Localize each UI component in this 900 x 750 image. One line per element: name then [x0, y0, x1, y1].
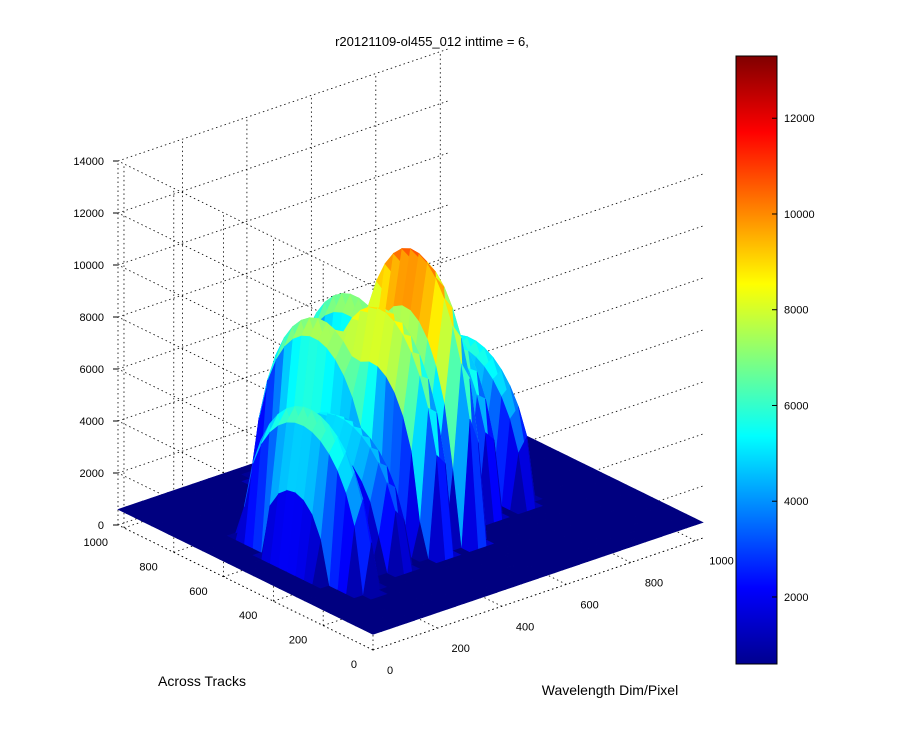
z-tick-label: 0 [98, 520, 104, 532]
grid-line [117, 48, 449, 162]
y-tick-label: 800 [139, 561, 157, 573]
y-tick-label: 400 [239, 610, 257, 622]
colorbar-ticks: 2000 4000 6000 8000 10000 12000 [772, 113, 815, 604]
z-tick-label: 4000 [80, 416, 104, 428]
y-tick-label: 200 [289, 635, 307, 647]
y-tick-label: 600 [189, 586, 207, 598]
colorbar-tick-label: 4000 [784, 496, 808, 508]
z-tick-label: 10000 [73, 260, 104, 272]
y-tick-label: 0 [351, 659, 357, 671]
surface-patch [685, 517, 704, 526]
grid-line [117, 152, 449, 266]
grid-line [117, 160, 374, 287]
colorbar-gradient [735, 55, 778, 665]
x-tick-label: 1000 [709, 556, 733, 568]
x-tick-label: 400 [516, 621, 534, 633]
colorbar-tick-label: 12000 [784, 113, 815, 125]
z-tick-label: 14000 [73, 156, 104, 168]
colorbar-tick-label: 6000 [784, 400, 808, 412]
colorbar-tick-label: 2000 [784, 592, 808, 604]
axis-ticks: 0200040006000800010000120001400002004006… [73, 156, 733, 677]
y-tick-label: 1000 [83, 537, 107, 549]
x-tick-label: 800 [645, 578, 663, 590]
z-tick-label: 12000 [73, 208, 104, 220]
x-tick-label: 0 [387, 665, 393, 677]
x-tick-label: 200 [451, 643, 469, 655]
surface-plot [117, 247, 704, 635]
y-axis-label: Across Tracks [158, 673, 246, 689]
z-tick-label: 6000 [80, 364, 104, 376]
z-tick-label: 8000 [80, 312, 104, 324]
colorbar-tick-label: 8000 [784, 305, 808, 317]
z-tick-label: 2000 [80, 468, 104, 480]
chart-title: r20121109-ol455_012 inttime = 6, [335, 34, 529, 49]
colorbar: 2000 4000 6000 8000 10000 12000 [735, 55, 815, 665]
x-axis-label: Wavelength Dim/Pixel [542, 682, 678, 698]
x-tick-label: 600 [580, 599, 598, 611]
grid-line [117, 100, 449, 214]
colorbar-tick-label: 10000 [784, 209, 815, 221]
